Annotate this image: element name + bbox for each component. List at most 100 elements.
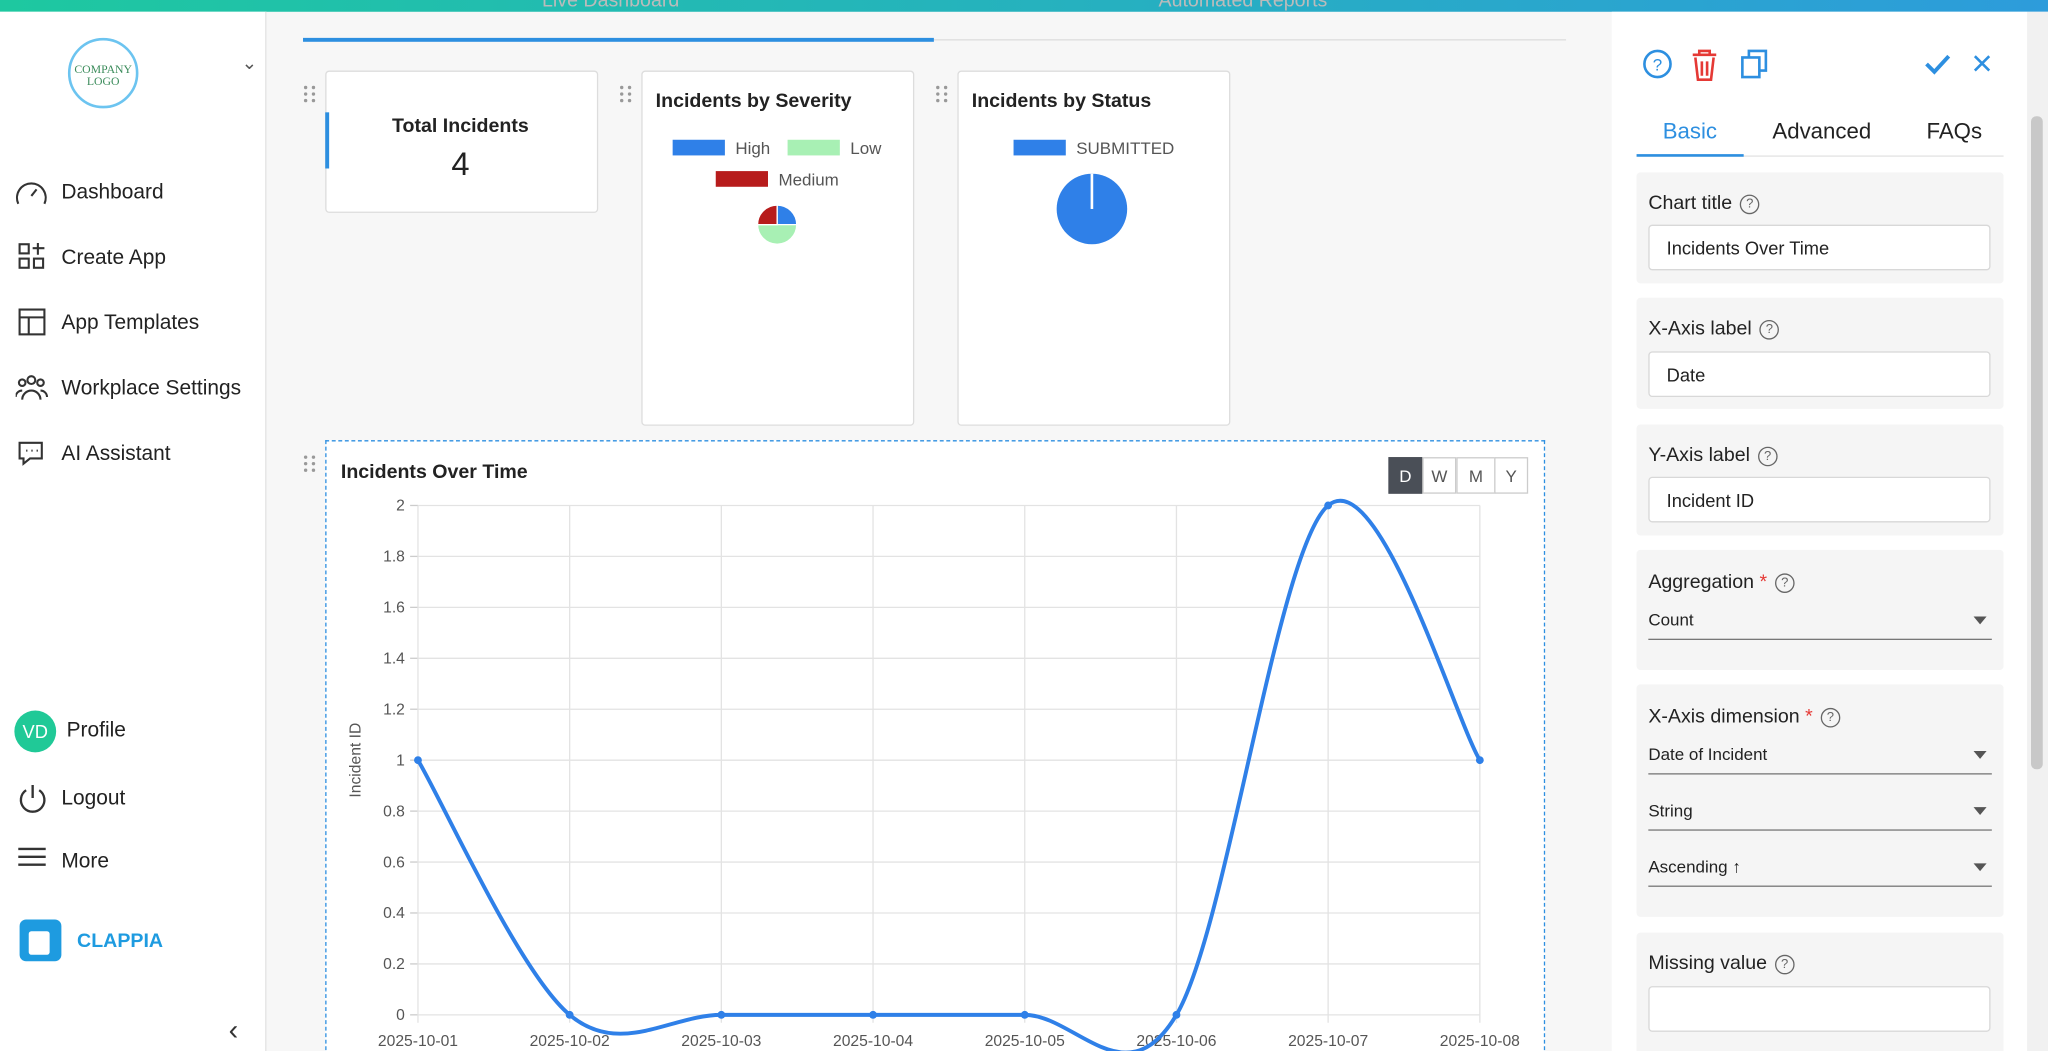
scrollbar [2027,11,2048,1051]
y-tick-label: 1.2 [383,701,405,718]
x-tick-label: 2025-10-03 [681,1033,761,1050]
nav-icons [15,182,49,466]
legend-swatch [1013,139,1066,156]
pie-slice [756,204,778,226]
required-mark: * [1759,570,1768,593]
y-tick-label: 1.4 [383,651,405,668]
legend-swatch [672,139,725,156]
label-text: X-Axis dimension [1648,705,1800,728]
point [869,1010,877,1019]
text-input[interactable]: Incidents Over Time [1648,224,1991,271]
point [414,756,422,765]
panel-tab-indicator [1636,154,1744,157]
field-label: Y-Axis label? [1648,444,1778,466]
y-tick-label: 0.6 [383,854,405,871]
panel-tab[interactable]: Basic [1662,118,1717,144]
logout-link[interactable]: Logout [61,787,126,810]
x-tick-label: 2025-10-07 [1288,1033,1368,1050]
label-text: Chart title [1648,191,1733,215]
y-tick-label: 0.2 [383,956,405,973]
text-input[interactable] [1648,986,1991,1032]
y-tick-label: 0 [396,1007,405,1024]
tab-line [303,39,1567,41]
card-line[interactable] [325,440,1546,1051]
chart-title: Incidents by Severity [656,90,852,112]
x-tick-label: 2025-10-02 [530,1033,610,1050]
panel-tab[interactable]: Advanced [1772,118,1872,144]
field-label: Chart title? [1648,191,1760,215]
chart-title: Incidents Over Time [341,461,528,483]
panel-icons: ? [1643,49,1991,81]
tab[interactable]: Automated Reports [1158,0,1328,12]
panel-tab-line [1636,155,2004,157]
nav-item[interactable]: AI Assistant [61,442,171,465]
legend-label: High [735,139,770,158]
x-tick-label: 2025-10-04 [833,1033,913,1050]
text-input[interactable]: Incident ID [1648,476,1991,523]
point [717,1010,726,1019]
accent [325,112,330,169]
card-title: Total Incidents [391,114,529,138]
y-axis-label: Incident ID [347,723,364,798]
select[interactable]: Ascending ↑ [1648,857,1992,887]
y-tick-label: 1.8 [383,549,405,566]
avatar[interactable]: VD [14,710,57,753]
collapse[interactable]: ‹ [228,1013,239,1047]
y-tick-label: 1.6 [383,600,405,617]
svg-text:?: ? [1653,56,1662,75]
pie-slice [756,223,798,245]
nav-item[interactable]: Create App [61,246,166,270]
x-tick-label: 2025-10-01 [378,1033,458,1050]
range-button[interactable]: M [1456,457,1496,494]
x-tick-label: 2025-10-08 [1440,1033,1520,1050]
y-tick-label: 2 [396,498,405,515]
tab[interactable]: Live Dashboard [542,0,680,12]
legend-label: SUBMITTED [1076,139,1174,158]
chevron[interactable]: ⌄ [241,52,257,74]
tab-indicator [303,37,934,42]
brand-icon [19,919,62,962]
point [1475,756,1484,765]
drag-handles [303,85,948,472]
more-link[interactable]: More [61,850,109,873]
profile-link[interactable]: Profile [66,719,126,742]
y-tick-label: 0.8 [383,803,405,820]
brand-name: CLAPPIA [77,929,164,953]
label-text: Aggregation [1648,570,1754,593]
field-section [1636,684,2004,917]
field-label: X-Axis label? [1648,317,1780,340]
sidebar [0,11,267,1051]
field-label: Missing value? [1648,952,1795,975]
legend-swatch [787,139,840,156]
total-value: 4 [451,146,470,183]
range-button[interactable]: Y [1494,457,1529,494]
card-severity[interactable] [641,70,915,426]
legend-label: Medium [778,170,838,189]
range-button[interactable]: W [1422,457,1457,494]
select[interactable]: Date of Incident [1648,744,1992,775]
label-text: Missing value [1648,952,1768,975]
y-tick-label: 1 [396,752,405,769]
field-label: X-Axis dimension *? [1648,705,1841,728]
card-status[interactable] [957,70,1231,426]
text-input[interactable]: Date [1648,351,1991,398]
point [565,1010,574,1019]
field-label: Aggregation *? [1648,570,1795,593]
panel-tab[interactable]: FAQs [1926,118,1983,144]
point [1020,1010,1029,1019]
nav-item[interactable]: Workplace Settings [61,377,242,400]
footer-icons [18,784,46,866]
company-logo[interactable]: COMPANY LOGO [67,37,139,109]
select[interactable]: Count [1648,610,1992,640]
card-total[interactable] [325,70,599,213]
range-button[interactable]: D [1388,457,1423,494]
select[interactable]: String [1648,801,1992,831]
legend-label: Low [850,139,882,158]
pie-slice [776,204,798,226]
nav-item[interactable]: App Templates [61,312,200,335]
label-text: X-Axis label [1648,317,1752,340]
point [1172,1010,1181,1019]
nav-item[interactable]: Dashboard [61,181,164,204]
